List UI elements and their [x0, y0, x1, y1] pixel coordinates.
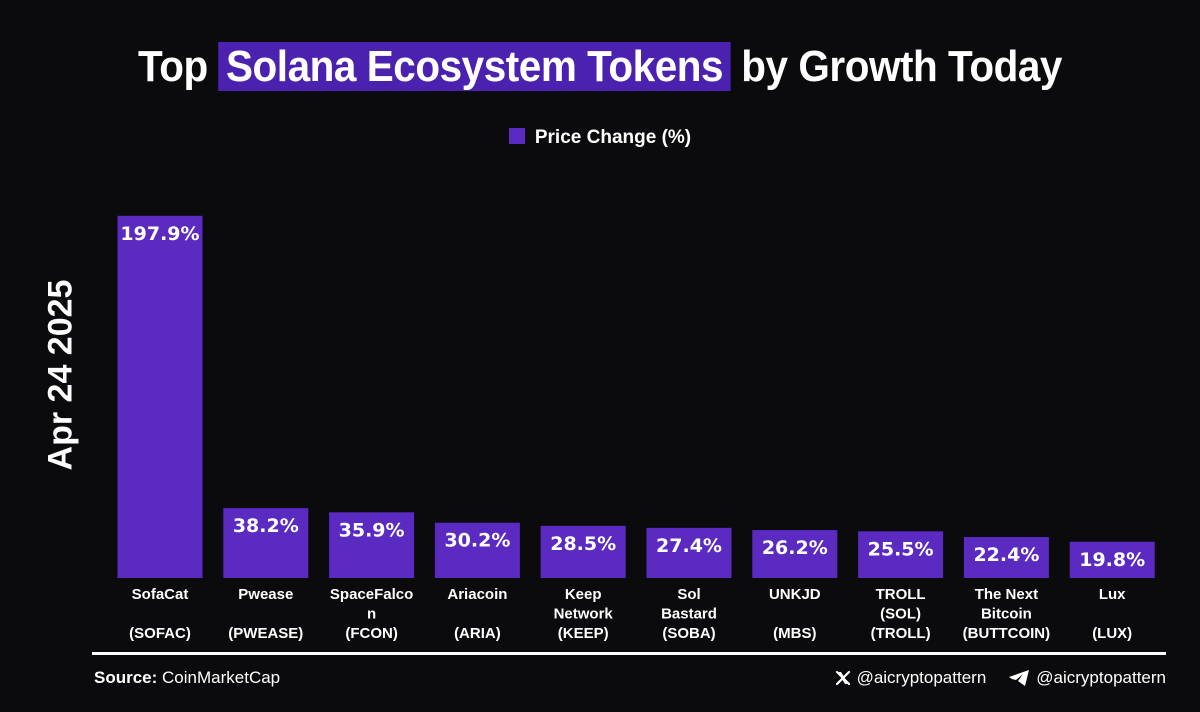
x-handle-text: @aicryptopattern — [856, 668, 987, 687]
x-handle[interactable]: @aicryptopattern — [835, 668, 987, 688]
telegram-handle-text: @aicryptopattern — [1036, 668, 1166, 687]
category-label-7-0: TROLL — [876, 586, 926, 603]
source-name: CoinMarketCap — [162, 668, 281, 687]
category-label-4-1: Network — [554, 606, 614, 623]
data-label-9: 19.8% — [1079, 549, 1145, 571]
category-label-0-2: (SOFAC) — [129, 625, 191, 642]
data-label-1: 38.2% — [233, 515, 299, 537]
telegram-icon — [1008, 669, 1030, 687]
category-label-9-2: (LUX) — [1092, 625, 1132, 642]
bar-8 — [963, 537, 1049, 578]
category-label-7-1: (SOL) — [880, 606, 921, 623]
category-label-4-0: Keep — [565, 586, 602, 603]
category-label-4-2: (KEEP) — [558, 625, 609, 642]
category-label-5-2: (SOBA) — [662, 625, 715, 642]
category-label-3-0: Ariacoin — [447, 586, 507, 603]
title-prefix: Top — [138, 42, 208, 91]
data-label-8: 22.4% — [973, 544, 1039, 566]
social-handles: @aicryptopattern @aicryptopattern — [835, 668, 1166, 688]
category-label-1-2: (PWEASE) — [228, 625, 303, 642]
telegram-handle[interactable]: @aicryptopattern — [1008, 668, 1166, 688]
source-credit: Source: CoinMarketCap — [94, 668, 280, 688]
category-label-9-0: Lux — [1099, 586, 1126, 603]
category-label-8-1: Bitcoin — [981, 606, 1032, 623]
footer-divider — [92, 652, 1166, 655]
data-label-7: 25.5% — [868, 538, 934, 560]
category-label-5-0: Sol — [677, 586, 700, 603]
title-suffix: by Growth Today — [741, 42, 1062, 91]
category-label-5-1: Bastard — [661, 606, 717, 623]
category-label-2-0: SpaceFalco — [330, 586, 413, 603]
data-label-6: 26.2% — [762, 537, 828, 559]
bar-2 — [329, 512, 415, 578]
bar-0 — [117, 215, 203, 578]
category-label-6-2: (MBS) — [773, 625, 816, 642]
category-label-8-2: (BUTTCOIN) — [963, 625, 1050, 642]
bar-7 — [858, 531, 944, 578]
category-label-1-0: Pwease — [238, 586, 293, 603]
data-label-2: 35.9% — [339, 519, 405, 541]
x-logo-icon — [835, 670, 851, 686]
chart-title: Top Solana Ecosystem Tokens by Growth To… — [48, 42, 1152, 92]
bar-1 — [223, 508, 309, 578]
data-label-3: 30.2% — [444, 530, 510, 552]
category-label-2-2: (FCON) — [345, 625, 398, 642]
category-label-7-2: (TROLL) — [871, 625, 931, 642]
category-label-8-0: The Next — [975, 586, 1038, 603]
bar-3 — [434, 522, 520, 578]
category-label-6-0: UNKJD — [769, 586, 821, 603]
category-label-0-0: SofaCat — [132, 586, 189, 603]
data-label-5: 27.4% — [656, 535, 722, 557]
bar-5 — [646, 527, 732, 578]
title-highlight: Solana Ecosystem Tokens — [218, 42, 731, 91]
data-label-4: 28.5% — [550, 533, 616, 555]
bar-6 — [752, 530, 838, 578]
category-label-3-2: (ARIA) — [454, 625, 501, 642]
bar-9 — [1069, 541, 1155, 578]
category-label-2-1: n — [367, 606, 376, 623]
legend-swatch — [508, 128, 525, 144]
legend: Price Change (%) — [0, 127, 1200, 149]
data-label-0: 197.9% — [120, 223, 199, 245]
legend-label: Price Change (%) — [534, 127, 692, 148]
bar-4 — [540, 525, 626, 578]
source-label: Source: — [94, 668, 158, 687]
